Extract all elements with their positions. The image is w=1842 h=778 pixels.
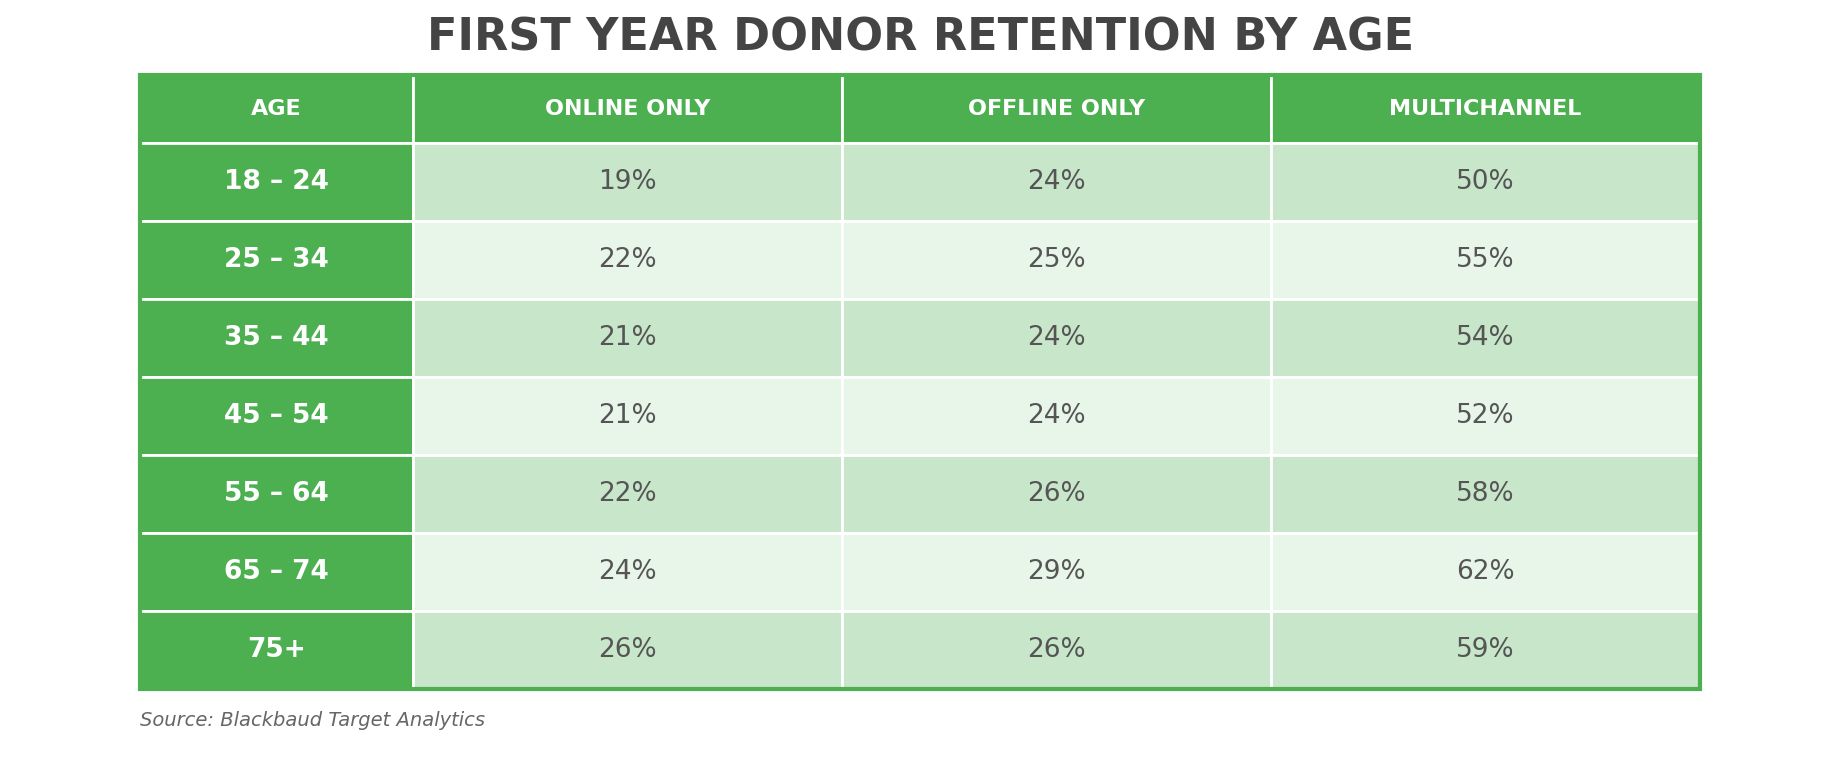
Text: AGE: AGE: [251, 99, 302, 119]
Text: 25%: 25%: [1028, 247, 1085, 273]
Bar: [140, 221, 413, 299]
Bar: [413, 75, 842, 143]
Bar: [842, 533, 1271, 611]
Bar: [1271, 611, 1700, 689]
Text: 29%: 29%: [1028, 559, 1085, 585]
Text: Source: Blackbaud Target Analytics: Source: Blackbaud Target Analytics: [140, 710, 484, 730]
Bar: [842, 455, 1271, 533]
Text: 75+: 75+: [247, 637, 306, 663]
Bar: [140, 143, 413, 221]
Bar: [842, 377, 1271, 455]
Text: 24%: 24%: [1028, 403, 1085, 429]
Text: 18 – 24: 18 – 24: [225, 169, 330, 195]
Text: 55%: 55%: [1457, 247, 1514, 273]
Text: 65 – 74: 65 – 74: [225, 559, 330, 585]
Text: 62%: 62%: [1457, 559, 1514, 585]
Bar: [842, 611, 1271, 689]
Text: 50%: 50%: [1457, 169, 1514, 195]
Bar: [413, 611, 842, 689]
Text: 24%: 24%: [599, 559, 658, 585]
Text: OFFLINE ONLY: OFFLINE ONLY: [967, 99, 1146, 119]
Bar: [1271, 455, 1700, 533]
Bar: [140, 377, 413, 455]
Bar: [413, 533, 842, 611]
Bar: [842, 143, 1271, 221]
Text: 26%: 26%: [1028, 637, 1085, 663]
Text: 59%: 59%: [1457, 637, 1514, 663]
Text: 52%: 52%: [1457, 403, 1514, 429]
Text: 24%: 24%: [1028, 325, 1085, 351]
Bar: [413, 455, 842, 533]
Text: 54%: 54%: [1457, 325, 1514, 351]
Bar: [140, 611, 413, 689]
Bar: [140, 75, 1700, 689]
Bar: [413, 377, 842, 455]
Bar: [1271, 221, 1700, 299]
Bar: [140, 455, 413, 533]
Bar: [842, 221, 1271, 299]
Text: MULTICHANNEL: MULTICHANNEL: [1389, 99, 1582, 119]
Bar: [140, 299, 413, 377]
Text: 22%: 22%: [599, 247, 658, 273]
Text: 26%: 26%: [1028, 481, 1085, 507]
Text: 58%: 58%: [1457, 481, 1514, 507]
Bar: [1271, 377, 1700, 455]
Bar: [1271, 75, 1700, 143]
Bar: [1271, 143, 1700, 221]
Text: 22%: 22%: [599, 481, 658, 507]
Text: 19%: 19%: [599, 169, 658, 195]
Text: 21%: 21%: [599, 403, 658, 429]
Bar: [413, 143, 842, 221]
Text: 35 – 44: 35 – 44: [225, 325, 330, 351]
Text: 26%: 26%: [599, 637, 658, 663]
Bar: [413, 221, 842, 299]
Text: ONLINE ONLY: ONLINE ONLY: [545, 99, 711, 119]
Bar: [842, 299, 1271, 377]
Text: FIRST YEAR DONOR RETENTION BY AGE: FIRST YEAR DONOR RETENTION BY AGE: [427, 16, 1415, 59]
Text: 45 – 54: 45 – 54: [225, 403, 330, 429]
Bar: [140, 533, 413, 611]
Bar: [413, 299, 842, 377]
Text: 21%: 21%: [599, 325, 658, 351]
Text: 24%: 24%: [1028, 169, 1085, 195]
Bar: [842, 75, 1271, 143]
Text: 25 – 34: 25 – 34: [225, 247, 330, 273]
Bar: [140, 75, 413, 143]
Text: 55 – 64: 55 – 64: [225, 481, 330, 507]
Bar: [1271, 299, 1700, 377]
Bar: [1271, 533, 1700, 611]
